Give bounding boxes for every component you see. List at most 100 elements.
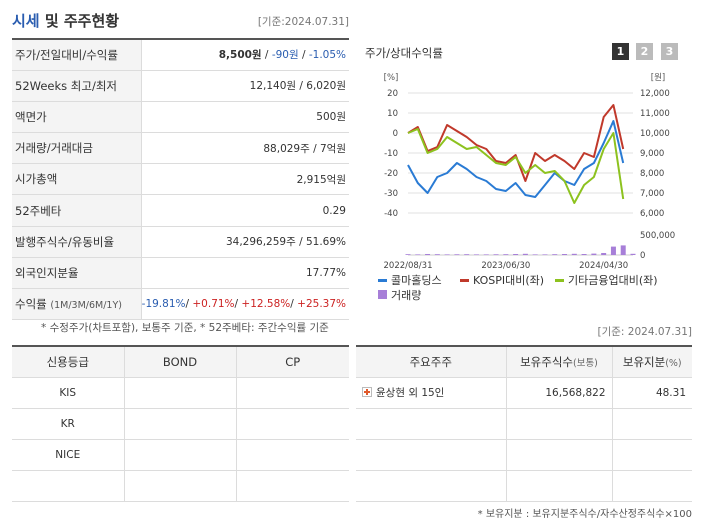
legend-swatch [378,290,387,299]
volume-bar [483,254,489,255]
right-tick-label: 9,000 [640,149,664,159]
volume-tick-label: 500,000 [640,231,675,241]
volume-bar [630,253,636,255]
right-tick-label: 12,000 [640,89,670,99]
bond-cell [124,408,237,440]
summary-row: 52Weeks 최고/최저 12,140원 / 6,020원 [12,70,349,102]
row-value: 500원 [316,111,346,124]
cp-cell [236,377,349,409]
row-value: 12,140원 / 6,020원 [249,80,346,93]
volume-tick-label: 0 [640,251,645,261]
empty-cell [356,439,507,471]
empty-cell [356,470,507,502]
volume-bar [542,254,548,255]
summary-row: 수익률 (1M/3M/6M/1Y) -19.81%/ +0.71%/ +12.5… [12,288,349,320]
volume-bar [620,245,626,255]
holders-note: * 보유지분 : 보유지분주식수/자수산정주식수×100 [477,509,692,520]
table-row [356,439,692,471]
volume-bar [405,254,411,255]
expand-icon[interactable] [362,387,372,397]
empty-cell [612,439,692,471]
right-tick-label: 8,000 [640,169,664,179]
agency-cell: KIS [12,377,125,409]
credit-rating-table: 신용등급 BOND CP KIS KR NICE [12,345,349,502]
cp-cell [236,439,349,471]
row-label: 52Weeks 최고/최저 [12,70,142,102]
empty-cell [506,470,613,502]
legend-label: 콜마홀딩스 [391,274,442,287]
series-line [407,128,625,204]
volume-bar [532,254,538,255]
volume-bar [503,254,509,255]
returns-value: -19.81%/ +0.71%/ +12.58%/ +25.37% [141,298,346,311]
volume-bar [444,254,450,255]
agency-cell: KR [12,408,125,440]
left-tick-label: -20 [384,169,398,179]
right-tick-label: 11,000 [640,109,670,119]
legend-label: 거래량 [391,289,421,302]
price-value: 8,500원 / -90원 / -1.05% [218,49,346,62]
row-label: 52주베타 [12,194,142,227]
bond-cell [124,439,237,471]
left-tick-label: -30 [384,189,398,199]
volume-bar [464,254,470,255]
chart-page-2-button[interactable]: 2 [636,43,653,60]
left-tick-label: -10 [384,149,398,159]
row-value: 34,296,259주 / 51.69% [225,236,346,249]
volume-bar [522,253,528,255]
chart-page-1-button[interactable]: 1 [612,43,629,60]
holder-cell[interactable]: 윤상현 외 15인 [356,377,507,409]
summary-row: 52주베타 0.29 [12,194,349,227]
row-value: 17.77% [305,266,346,279]
left-tick-label: 20 [387,89,398,99]
right-tick-label: 10,000 [640,129,670,139]
chart-page-3-button[interactable]: 3 [661,43,678,60]
left-tick-label: 10 [387,109,398,119]
shareholders-table: 주요주주 보유주식수(보통) 보유지분(%) 윤상현 외 15인 16,568,… [356,345,692,502]
x-tick-label: 2022/08/31 [384,261,433,271]
legend-label: 기타금융업대비(좌) [568,274,658,287]
table-row [356,470,692,502]
empty-cell [612,408,692,440]
returns-label: 수익률 (1M/3M/6M/1Y) [12,288,142,320]
left-tick-label: -40 [384,209,398,219]
right-tick-label: 7,000 [640,189,664,199]
volume-bar [581,254,587,255]
pct-cell: 48.31 [612,377,692,409]
agency-cell [12,470,125,502]
volume-bar [473,254,479,255]
summary-row: 액면가 500원 [12,101,349,133]
row-value: 2,915억원 [296,173,346,186]
volume-bar [454,254,460,255]
right-axis-unit: [원] [651,73,665,83]
cp-header: CP [236,346,349,378]
volume-bar [591,253,597,255]
row-value: 88,029주 / 7억원 [263,142,346,155]
x-tick-label: 2023/06/30 [481,261,530,271]
summary-row: 시가총액 2,915억원 [12,163,349,195]
legend-swatch [378,279,387,282]
volume-bar [562,254,568,255]
price-label: 주가/전일대비/수익률 [12,39,142,71]
summary-note: * 수정주가(차트포함), 보통주 기준, * 52주베타: 주간수익률 기준 [41,322,329,334]
volume-bar [601,253,607,255]
left-tick-label: 0 [393,129,398,139]
agency-cell: NICE [12,439,125,471]
legend-swatch [555,279,564,282]
volume-bar [415,254,421,255]
table-row [12,470,349,502]
table-row: KIS [12,377,349,409]
row-label: 거래량/거래대금 [12,132,142,164]
row-label: 시가총액 [12,163,142,195]
pct-header: 보유지분(%) [612,346,692,378]
legend-label: KOSPI대비(좌) [473,274,544,287]
summary-row: 외국인지분율 17.77% [12,257,349,289]
shares-header: 보유주식수(보통) [506,346,613,378]
empty-cell [612,470,692,502]
chart-title: 주가/상대수익률 [365,46,443,60]
series-line [407,104,625,182]
volume-bar [425,254,431,255]
bond-header: BOND [124,346,237,378]
credit-header: 신용등급 [12,346,125,378]
shares-cell: 16,568,822 [506,377,613,409]
